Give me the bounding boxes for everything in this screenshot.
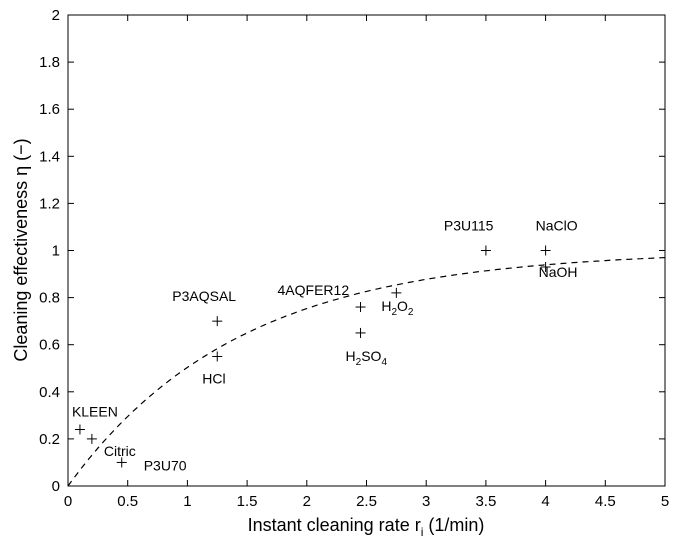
point-label: NaOH <box>539 264 578 280</box>
x-tick-label: 3.5 <box>475 493 496 510</box>
y-tick-label: 1.8 <box>39 54 60 71</box>
y-tick-label: 1.6 <box>39 101 60 118</box>
y-tick-labels: 0 0.2 0.4 0.6 0.8 1 1.2 1.4 1.6 1.8 2 <box>39 7 60 495</box>
data-point: H2O2 <box>381 287 414 318</box>
x-tick-label: 3 <box>422 493 430 510</box>
x-tick-label: 0.5 <box>117 493 138 510</box>
x-tick-labels: 0 0.5 1 1.5 2 2.5 3 3.5 4 4.5 5 <box>64 493 669 510</box>
y-tick-label: 0.8 <box>39 290 60 307</box>
y-tick-label: 1.4 <box>39 148 60 165</box>
data-point: Citric <box>86 433 136 459</box>
data-points: KLEEN Citric P3U70 P3AQSAL HCl 4AQFER12 H2SO4 H… <box>72 218 578 474</box>
point-label: 4AQFER12 <box>278 282 350 298</box>
data-point: H2SO4 <box>346 327 388 368</box>
y-tick-label: 1 <box>52 243 60 260</box>
data-point: NaClO <box>536 218 578 256</box>
data-point: HCl <box>202 351 226 386</box>
ticks <box>67 14 666 487</box>
x-tick-label: 4.5 <box>595 493 616 510</box>
fit-curve <box>67 257 666 487</box>
x-tick-label: 4 <box>541 493 549 510</box>
x-tick-label: 2 <box>303 493 311 510</box>
point-label: HCl <box>202 370 225 386</box>
data-point: KLEEN <box>72 403 118 435</box>
data-point: 4AQFER12 <box>278 282 366 313</box>
x-tick-label: 2.5 <box>356 493 377 510</box>
x-tick-label: 1.5 <box>237 493 258 510</box>
point-label: P3U115 <box>444 218 494 234</box>
y-axis-label: Cleaning effectiveness η (−) <box>11 138 31 361</box>
point-label: H2O2 <box>381 298 414 318</box>
x-tick-label: 0 <box>64 493 72 510</box>
x-tick-label: 5 <box>661 493 669 510</box>
point-label: P3U70 <box>144 457 187 473</box>
y-tick-label: 2 <box>52 7 60 24</box>
plot-frame <box>67 14 666 487</box>
y-tick-label: 0.4 <box>39 384 60 401</box>
point-label: KLEEN <box>72 403 118 419</box>
data-point: P3U115 <box>444 218 494 256</box>
data-point: NaOH <box>539 261 578 280</box>
point-label: NaClO <box>536 218 578 234</box>
data-point: P3AQSAL <box>172 288 236 327</box>
x-tick-label: 1 <box>183 493 191 510</box>
y-tick-label: 0.6 <box>39 337 60 354</box>
point-label: P3AQSAL <box>172 288 236 304</box>
point-label: H2SO4 <box>346 348 388 368</box>
y-tick-label: 1.2 <box>39 195 60 212</box>
y-tick-label: 0 <box>52 478 60 495</box>
data-point: P3U70 <box>116 457 187 473</box>
x-axis-label: Instant cleaning rate ri (1/min) <box>248 515 485 539</box>
point-label: Citric <box>104 443 136 459</box>
y-tick-label: 0.2 <box>39 431 60 448</box>
